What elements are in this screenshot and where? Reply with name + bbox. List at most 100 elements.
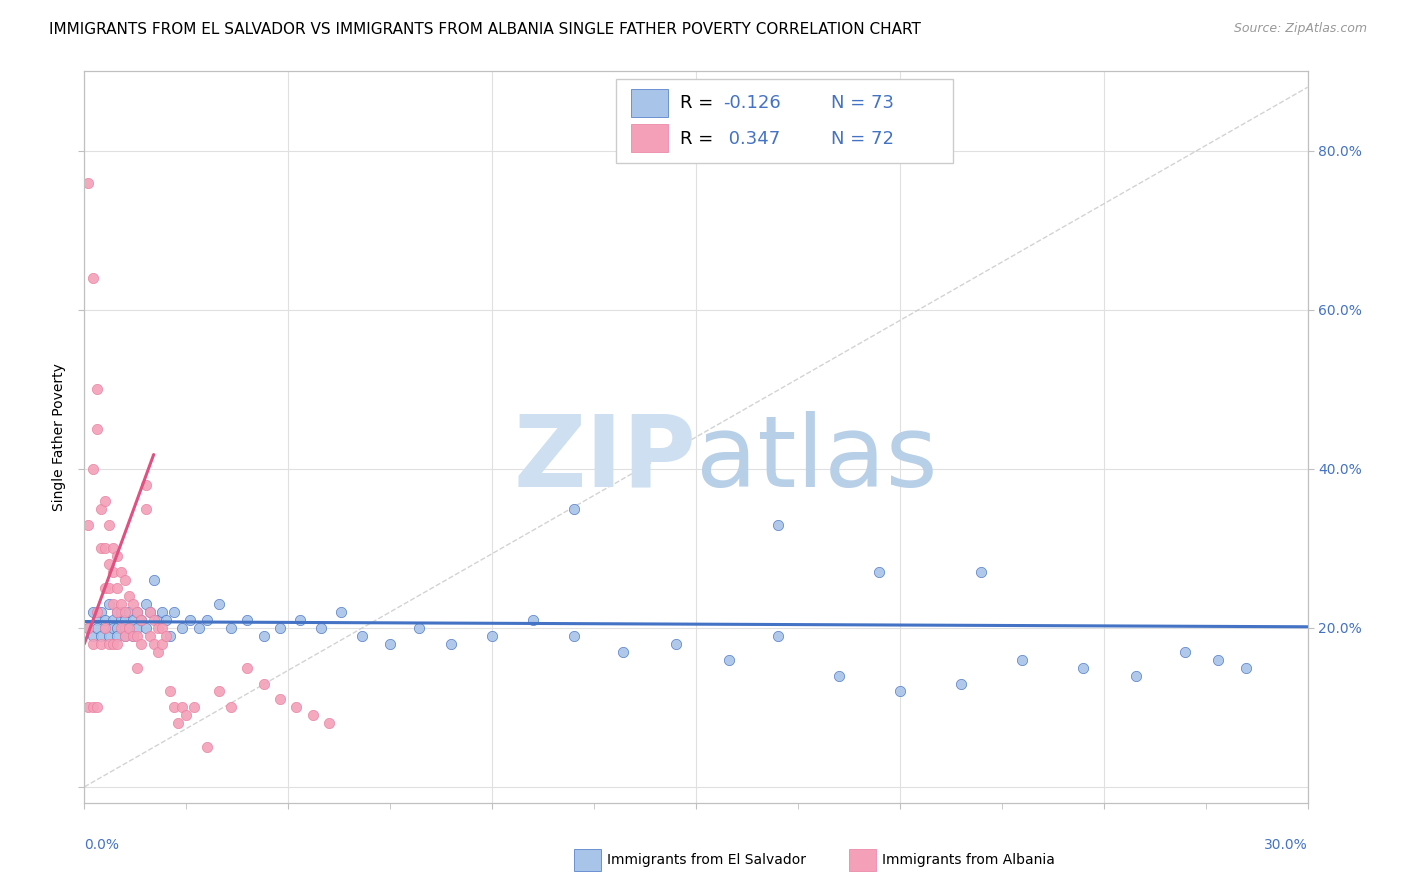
Point [131,637,153,651]
Point [97,517,120,532]
Point [110,597,132,611]
Point [612,645,634,659]
Point [138,605,160,619]
Point [1206,653,1229,667]
Point [440,637,463,651]
Point [138,629,160,643]
Point [93,613,115,627]
Point [167,716,190,731]
Point [97,637,120,651]
Point [766,629,789,643]
Point [122,629,145,643]
Point [77,700,100,714]
Point [122,597,145,611]
Point [522,613,544,627]
Point [86,613,108,627]
Point [90,629,112,643]
Point [481,629,503,643]
Point [183,700,205,714]
Point [146,645,169,659]
Point [114,621,136,635]
Point [97,558,120,572]
Point [93,621,115,635]
Point [562,501,585,516]
Point [179,613,201,627]
Point [253,676,276,690]
Point [142,613,165,627]
Point [318,716,340,731]
Point [105,605,128,619]
Text: N = 73: N = 73 [831,94,894,112]
Text: IMMIGRANTS FROM EL SALVADOR VS IMMIGRANTS FROM ALBANIA SINGLE FATHER POVERTY COR: IMMIGRANTS FROM EL SALVADOR VS IMMIGRANT… [49,22,921,37]
Point [766,517,789,532]
Point [127,660,149,674]
Point [135,621,157,635]
Point [155,629,177,643]
Point [290,613,312,627]
Point [110,621,132,635]
Point [1125,668,1147,682]
Point [131,613,153,627]
Point [1174,645,1197,659]
Point [408,621,430,635]
Point [163,700,186,714]
Point [82,605,104,619]
Point [101,597,124,611]
Point [97,581,120,595]
Point [174,708,197,723]
Point [187,621,209,635]
Point [138,605,160,619]
Point [118,621,141,635]
Point [159,684,181,698]
Text: N = 72: N = 72 [831,130,894,148]
Point [77,621,100,635]
Point [889,684,911,698]
FancyBboxPatch shape [849,849,876,871]
Point [236,613,259,627]
Point [101,621,124,635]
Text: -0.126: -0.126 [723,94,780,112]
Point [127,629,149,643]
FancyBboxPatch shape [616,78,953,163]
Point [118,605,141,619]
Point [159,629,181,643]
Point [869,566,891,580]
Text: Source: ZipAtlas.com: Source: ZipAtlas.com [1233,22,1367,36]
Point [93,621,115,635]
Point [93,581,115,595]
Point [86,383,108,397]
Point [1234,660,1257,674]
Point [93,541,115,556]
Text: atlas: atlas [696,410,938,508]
Point [93,493,115,508]
Point [97,629,120,643]
Point [970,566,993,580]
Text: 30.0%: 30.0% [1264,838,1308,852]
Point [90,605,112,619]
Point [253,629,276,643]
Point [208,597,231,611]
Point [717,653,740,667]
Point [195,740,218,755]
Point [86,700,108,714]
Point [114,629,136,643]
Point [269,621,291,635]
Point [105,549,128,564]
Point [135,597,157,611]
Point [285,700,308,714]
Point [101,541,124,556]
Text: ZIP: ZIP [513,410,696,508]
Point [82,700,104,714]
Point [309,621,332,635]
Point [110,605,132,619]
Point [562,629,585,643]
Point [86,621,108,635]
Point [114,605,136,619]
Point [350,629,373,643]
Point [380,637,402,651]
Point [90,541,112,556]
Point [150,605,173,619]
Point [236,660,259,674]
Point [127,605,149,619]
Text: R =: R = [681,94,718,112]
